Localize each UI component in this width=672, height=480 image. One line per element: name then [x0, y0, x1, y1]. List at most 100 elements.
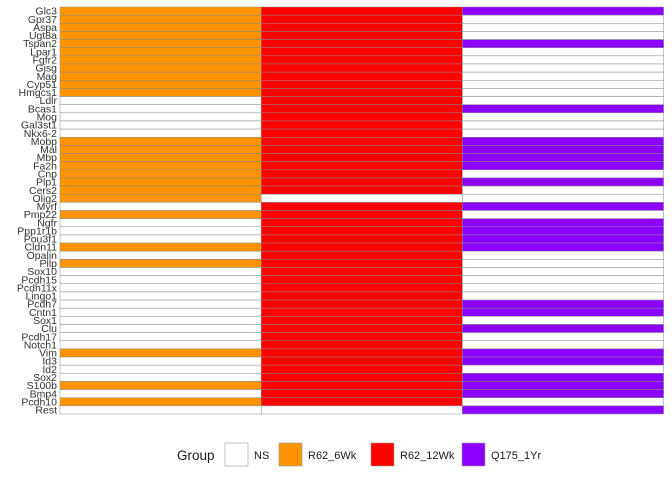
heatmap-cell-gjsg-r62_6wk [59, 63, 262, 73]
heatmap-cell-gpr37-q175_1yr [462, 14, 664, 24]
heatmap-cell-vim-r62_6wk [59, 348, 262, 358]
heatmap-cell-cnp-q175_1yr [462, 169, 664, 179]
heatmap-cell-opalin-r62_12wk [260, 250, 463, 260]
heatmap-cell-pllp-q175_1yr [462, 259, 664, 268]
heatmap-cell-cnp-r62_6wk [59, 169, 262, 179]
heatmap-cell-plp1-r62_6wk [59, 177, 262, 187]
gene-label: Bcas1 [28, 103, 57, 115]
heatmap-cell-bmp4-q175_1yr [462, 389, 664, 398]
heatmap-cell-cldn11-q175_1yr [462, 242, 664, 252]
heatmap-cell-pcdh17-r62_6wk [59, 332, 262, 341]
heatmap-cell-sox10-r62_6wk [59, 267, 262, 276]
gene-label: Cntn1 [29, 307, 57, 319]
heatmap-cell-vim-q175_1yr [462, 348, 664, 358]
gene-label: Mag [37, 71, 58, 83]
heatmap-cell-glc3-q175_1yr [462, 6, 664, 16]
gene-label: Fa2h [33, 160, 57, 172]
heatmap-cell-aspa-r62_6wk [59, 23, 262, 32]
heatmap-cell-id2-r62_6wk [59, 364, 262, 374]
heatmap-cell-pllp-r62_12wk [260, 259, 463, 268]
legend-label-r62_12wk: R62_12Wk [400, 450, 455, 462]
heatmap-cell-pmp22-r62_12wk [260, 210, 463, 219]
heatmap-cell-glc3-r62_12wk [260, 6, 463, 16]
gene-label: Bmp4 [30, 388, 58, 400]
heatmap-cell-id3-r62_12wk [260, 356, 463, 366]
heatmap-cell-sox2-q175_1yr [462, 373, 664, 382]
gene-label: Fgfr2 [32, 55, 57, 67]
gene-label: Gpr37 [28, 14, 57, 26]
heatmap-cell-pou3f1-q175_1yr [462, 234, 664, 244]
gene-label: Plp1 [36, 177, 57, 189]
heatmap-cell-aspa-q175_1yr [462, 23, 664, 32]
gene-label: Olig2 [32, 193, 57, 205]
gene-label: Pou3f1 [24, 234, 57, 246]
heatmap-cell-rest-q175_1yr [462, 405, 664, 415]
heatmap-cell-hmgcs1-q175_1yr [462, 88, 664, 97]
heatmap-cell-pcdh7-r62_6wk [59, 299, 262, 309]
heatmap-cell-vim-r62_12wk [260, 348, 463, 358]
legend-key-r62_6wk [278, 442, 303, 467]
gene-label: Cldn11 [25, 242, 58, 254]
heatmap-cell-cldn11-r62_6wk [59, 242, 262, 252]
heatmap-cell-sox2-r62_6wk [59, 373, 262, 382]
heatmap-cell-ppp1r1b-q175_1yr [462, 226, 664, 236]
heatmap-cell-bcas1-r62_12wk [260, 104, 463, 114]
gene-label: Pcdh15 [21, 274, 57, 286]
heatmap-cell-clu-r62_6wk [59, 324, 262, 333]
heatmap-cell-lpar1-q175_1yr [462, 47, 664, 57]
gene-label: Sox10 [27, 266, 57, 278]
heatmap-cell-lpar1-r62_6wk [59, 47, 262, 57]
heatmap-cell-mal-q175_1yr [462, 145, 664, 154]
gene-label: Nkx6-2 [24, 128, 57, 140]
gene-label: S100b [27, 380, 58, 392]
heatmap-cell-cntn1-q175_1yr [462, 307, 664, 317]
gene-label: Pcdh11x [17, 282, 58, 294]
heatmap-cell-mog-q175_1yr [462, 112, 664, 122]
gene-label: Cnp [38, 168, 57, 180]
gene-label: Glc3 [35, 6, 57, 18]
heatmap-cell-gjsg-q175_1yr [462, 63, 664, 73]
heatmap-cell-fa2h-r62_12wk [260, 161, 463, 171]
heatmap-cell-sox10-r62_12wk [260, 267, 463, 276]
heatmap-cell-ngfr-r62_6wk [59, 218, 262, 228]
heatmap-cell-cers2-r62_6wk [59, 185, 262, 195]
heatmap-cell-pcdh17-r62_12wk [260, 332, 463, 341]
heatmap-cell-id2-q175_1yr [462, 364, 664, 374]
gene-label: Tspan2 [23, 38, 57, 50]
heatmap-cell-hmgcs1-r62_6wk [59, 88, 262, 97]
heatmap-cell-clu-q175_1yr [462, 324, 664, 333]
heatmap-cell-fgfr2-q175_1yr [462, 55, 664, 65]
heatmap-cell-pcdh10-r62_12wk [260, 397, 463, 407]
gene-label: Vim [39, 348, 57, 360]
legend-key-ns [224, 442, 249, 467]
gene-label: Opalin [27, 250, 58, 262]
heatmap-cell-pcdh17-q175_1yr [462, 332, 664, 341]
heatmap-cell-notch1-q175_1yr [462, 340, 664, 350]
gene-label: Mobp [31, 136, 57, 148]
heatmap-cell-clu-r62_12wk [260, 324, 463, 333]
heatmap-cell-fgfr2-r62_6wk [59, 55, 262, 65]
gene-label: Ugt8a [29, 30, 57, 42]
heatmap-cell-gal3st1-r62_12wk [260, 120, 463, 130]
heatmap-cell-pcdh11x-q175_1yr [462, 283, 664, 293]
heatmap-cell-pllp-r62_6wk [59, 259, 262, 268]
heatmap-cell-nkx6-2-q175_1yr [462, 128, 664, 138]
gene-label: Mal [40, 144, 57, 156]
heatmap-cell-ldlr-q175_1yr [462, 96, 664, 105]
gene-label: Mog [37, 111, 58, 123]
gene-label: Pcdh7 [27, 299, 57, 311]
heatmap-cell-cers2-q175_1yr [462, 185, 664, 195]
heatmap-cell-cyp51-q175_1yr [462, 80, 664, 89]
heatmap-cell-gpr37-r62_6wk [59, 14, 262, 24]
heatmap-cell-pcdh15-r62_12wk [260, 275, 463, 285]
heatmap-cell-id3-r62_6wk [59, 356, 262, 366]
legend-key-q175_1yr [461, 442, 486, 467]
heatmap-cell-sox2-r62_12wk [260, 373, 463, 382]
heatmap-cell-rest-r62_6wk [59, 405, 262, 415]
heatmap-cell-cntn1-r62_12wk [260, 307, 463, 317]
heatmap-cell-gjsg-r62_12wk [260, 63, 463, 73]
heatmap-cell-s100b-q175_1yr [462, 381, 664, 390]
gene-label: Notch1 [24, 339, 57, 351]
gene-label: Mbp [37, 152, 58, 164]
